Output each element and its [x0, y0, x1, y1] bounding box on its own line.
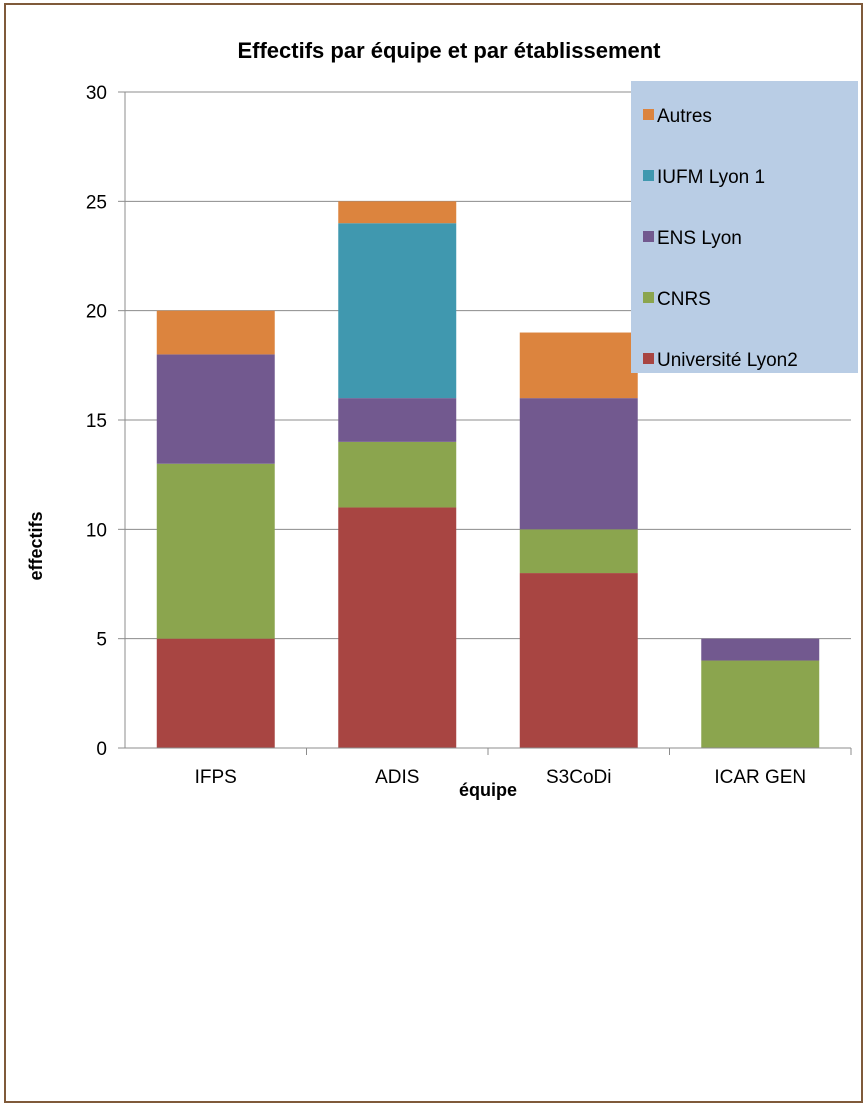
bars: [156, 201, 820, 748]
y-tick-label: 20: [86, 302, 107, 323]
legend: Autres IUFM Lyon 1 ENS Lyon CNRS Université …: [631, 81, 858, 373]
y-tick-label: 5: [96, 630, 107, 651]
chart-title: Effectifs par équipe et par établissemen…: [237, 38, 661, 63]
legend-label: Autres: [657, 106, 712, 127]
legend-swatch: [643, 109, 654, 120]
legend-swatch: [643, 231, 654, 242]
legend-label: Université Lyon2: [657, 350, 798, 371]
x-tick-label: ADIS: [375, 767, 419, 788]
bar-segment: [156, 354, 275, 464]
bar-segment: [156, 310, 275, 355]
x-tick-label: IFPS: [195, 767, 237, 788]
bar-segment: [701, 660, 820, 748]
y-tick-label: 15: [86, 411, 107, 432]
legend-label: ENS Lyon: [657, 228, 742, 249]
x-axis-title: équipe: [459, 780, 517, 800]
bar-segment: [156, 638, 275, 748]
bar-segment: [519, 573, 638, 748]
bar-segment: [338, 441, 457, 508]
bar-segment: [338, 223, 457, 399]
bar-segment: [519, 529, 638, 574]
y-axis-title: effectifs: [26, 511, 46, 580]
y-tick-label: 25: [86, 192, 107, 213]
legend-box: [631, 81, 858, 373]
y-tick-label: 30: [86, 83, 107, 104]
legend-swatch: [643, 292, 654, 303]
bar-segment: [519, 332, 638, 399]
x-tick-label: S3CoDi: [546, 767, 611, 788]
bar-segment: [338, 507, 457, 748]
legend-swatch: [643, 170, 654, 181]
legend-label: IUFM Lyon 1: [657, 167, 765, 188]
stacked-bar-chart: Effectifs par équipe et par établissemen…: [26, 38, 858, 800]
bar-segment: [519, 398, 638, 530]
y-tick-label: 0: [96, 739, 107, 760]
axes: 0 5 10 15 20 25 30 IFPS ADIS S3CoDi ICAR GEN: [86, 83, 852, 788]
y-tick-label: 10: [86, 520, 107, 541]
bar-segment: [338, 398, 457, 442]
chart-frame: Effectifs par équipe et par établissemen…: [4, 3, 863, 1103]
bar-segment: [338, 201, 457, 224]
legend-label: CNRS: [657, 289, 711, 310]
x-tick-label: ICAR GEN: [714, 767, 806, 788]
bar-segment: [701, 638, 820, 661]
legend-swatch: [643, 353, 654, 364]
bar-segment: [156, 463, 275, 639]
